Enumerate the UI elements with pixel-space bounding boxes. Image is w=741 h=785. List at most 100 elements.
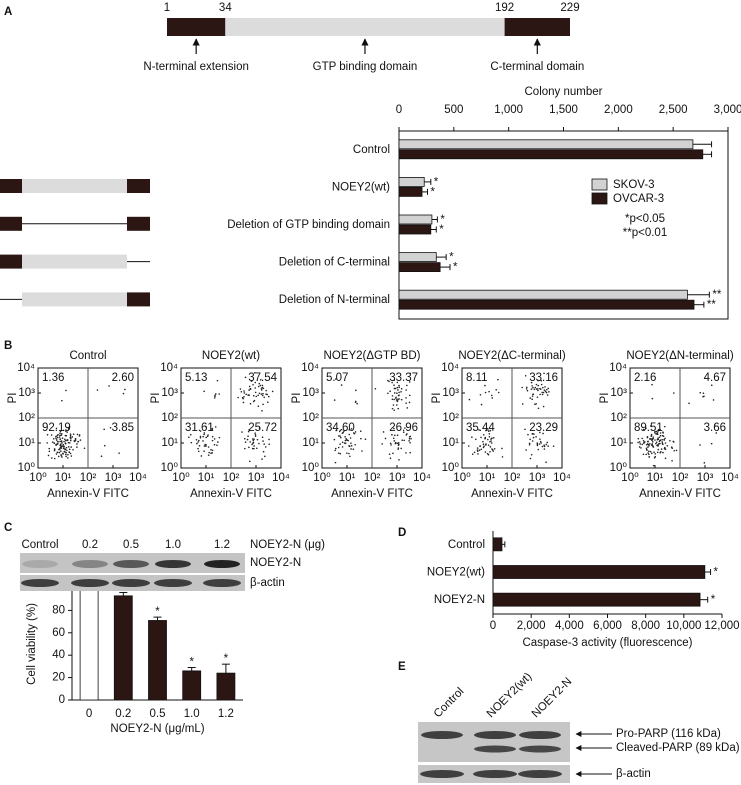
event-dot [244,441,247,443]
event-dot [199,435,202,438]
event-dot [56,436,59,439]
event-dot [671,460,673,462]
event-dot [271,390,274,393]
x-tick-label: 10² [504,472,521,484]
event-dot [408,401,411,404]
x-tick-label: 8,000 [631,620,660,632]
event-dot [103,428,105,431]
y-axis-title: PI [291,393,303,404]
event-dot [333,438,336,441]
event-dot [348,452,350,455]
y-tick-label: 10⁰ [610,462,628,474]
event-dot [350,448,352,450]
y-tick-label: 10⁰ [302,462,320,474]
event-dot [261,394,264,397]
event-dot [400,447,403,450]
event-dot [252,394,255,397]
event-dot [406,407,409,409]
event-dot [71,436,74,438]
event-dot [248,385,251,388]
event-dot [67,446,70,448]
event-dot [657,443,660,445]
annotation: *p<0.05 [625,213,665,225]
event-dot [538,443,541,445]
event-dot [405,452,407,454]
event-dot [487,453,490,456]
event-dot [673,441,675,443]
event-dot [198,445,201,447]
event-dot [215,393,217,395]
y-axis-title: PI [431,393,443,404]
event-dot [381,443,384,445]
event-dot [409,441,411,444]
event-dot [535,436,537,438]
event-dot [544,390,547,393]
event-dot [53,442,56,444]
event-dot [76,433,79,436]
event-dot [659,432,662,434]
event-dot [525,388,528,390]
event-dot [468,398,471,401]
event-dot [657,430,659,432]
event-dot [393,379,396,381]
event-dot [542,432,544,435]
event-dot [350,444,353,447]
event-dot [118,452,120,454]
event-dot [348,433,351,436]
event-dot [536,442,539,444]
event-dot [389,390,391,392]
event-dot [652,445,654,448]
event-dot [658,436,661,439]
event-dot [252,383,254,386]
lane-label: Control [21,539,58,551]
event-dot [552,445,555,447]
event-dot [58,436,61,438]
y-tick-label: 10¹ [18,437,35,449]
event-dot [641,437,643,440]
event-dot [63,450,66,453]
event-dot [395,399,398,401]
event-dot [529,457,532,460]
event-dot [482,446,485,449]
y-tick-label: 10³ [610,387,627,399]
event-dot [251,443,253,446]
plot-title: NOEY2(ΔC-terminal) [458,350,566,362]
event-dot [530,453,533,456]
event-dot [68,451,70,453]
event-dot [480,403,483,406]
construct-block [22,254,127,269]
quadrant-label: 5.13 [185,372,207,384]
x-tick-label: 0.5 [150,708,166,720]
x-tick-label: 0 [396,104,402,116]
lane-label: NOEY2(wt) [485,671,535,721]
event-dot [501,456,504,458]
event-dot [122,392,125,395]
event-dot [662,451,664,454]
event-dot [55,427,58,430]
lane-label: NOEY2-N [530,676,575,721]
category-label: Control [353,144,390,156]
event-dot [335,429,337,432]
event-dot [195,438,198,441]
event-dot [244,376,247,379]
significance-marker: * [711,594,716,606]
event-dot [543,445,546,448]
event-dot [243,437,246,440]
x-tick-label: 10¹ [479,472,496,484]
event-dot [56,435,58,437]
panel-label: C [4,522,12,534]
x-axis-title: Annexin-V FITC [331,488,413,500]
event-dot [262,403,264,406]
event-dot [341,446,344,448]
event-dot [649,438,651,440]
event-dot [344,439,347,442]
event-dot [490,394,493,397]
event-dot [391,433,393,436]
event-dot [256,447,258,450]
event-dot [397,441,400,444]
bar [398,299,695,310]
event-dot [355,389,357,392]
event-dot [497,378,499,381]
event-dot [349,455,351,458]
quadrant-label: 34.60 [326,422,355,434]
